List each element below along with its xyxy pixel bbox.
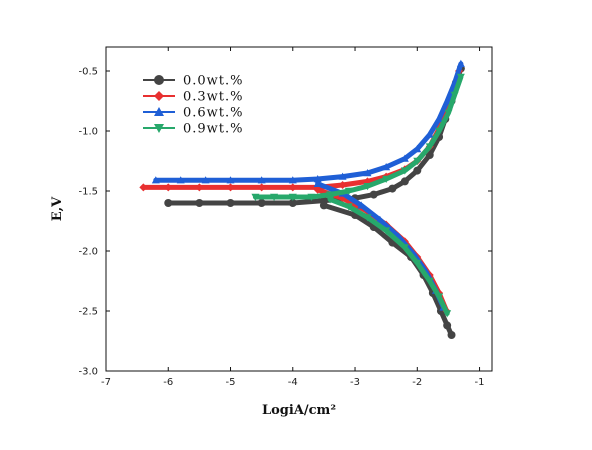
data-point [357,201,366,209]
data-point [375,215,384,223]
data-point [288,199,297,207]
x-tick-label: -2 [412,377,422,388]
legend-marker [154,75,164,85]
plot-frame [105,46,493,372]
data-point [450,91,459,99]
data-point [226,176,235,184]
data-point [456,73,465,81]
data-point [176,176,185,184]
x-tick-label: -4 [288,377,298,388]
data-point [363,169,372,177]
data-point [425,151,434,159]
data-point [435,127,444,135]
data-point [413,259,422,267]
data-point [338,172,347,180]
data-point [307,193,316,201]
data-point [288,193,297,201]
data-point [413,157,422,165]
y-tick-label: -1.5 [78,187,98,198]
legend-label: 0.9wt.% [183,122,244,137]
data-point [226,183,235,192]
x-tick-label: -3 [350,377,360,388]
data-point [251,193,260,201]
data-point [195,199,204,207]
legend-label: 0.3wt.% [183,90,244,105]
data-point [413,166,422,175]
data-point [288,183,297,192]
x-tick-label: -1 [475,377,485,388]
x-tick-label: -5 [226,377,236,388]
data-point [425,277,434,285]
data-point [443,97,452,105]
data-point [363,183,372,191]
data-point [270,193,279,201]
data-point [382,163,391,171]
data-point [363,214,372,222]
legend-marker [154,124,164,133]
data-point [400,244,409,252]
data-point [425,130,434,138]
data-point [338,181,347,189]
data-point [164,183,173,192]
data-point [326,196,335,204]
data-point [425,143,434,151]
data-point [444,109,453,117]
data-point [400,154,409,162]
data-point [164,199,173,207]
legend-label: 0.0wt.% [183,74,244,89]
y-tick-label: -2.0 [78,247,98,258]
data-point [319,201,328,210]
legend-label: 0.6wt.% [183,106,244,121]
legend-entry-0: 0.0wt.% [143,74,244,89]
x-axis-title: LogiA/cm² [262,403,336,418]
data-point [257,176,266,184]
y-tick-label: -2.5 [78,307,98,318]
data-point [400,167,409,175]
series-line-0-1 [321,198,454,338]
y-axis-title: E,V [50,196,65,221]
data-point [139,183,148,192]
legend-marker [154,91,164,101]
x-tick-label: -7 [101,377,111,388]
data-point [313,179,322,187]
legend-entry-3: 0.9wt.% [143,122,244,137]
data-point [151,176,160,184]
data-point [443,310,452,318]
legend-entry-2: 0.6wt.% [143,106,244,121]
y-tick-label: -3.0 [78,367,98,378]
series-3 [251,73,465,318]
data-point [313,185,322,194]
legend-marker [154,107,164,116]
data-point [201,176,210,184]
series-line-3-1 [327,192,450,316]
data-point [382,175,391,183]
data-point [326,191,335,199]
data-point [344,203,353,211]
data-point [257,199,266,207]
data-point [447,331,456,339]
x-tick-label: -6 [163,377,173,388]
data-point [388,184,397,193]
data-point [288,176,297,184]
data-point [226,199,235,207]
data-point [344,187,353,195]
data-point [456,59,465,67]
y-tick-label: -0.5 [78,67,98,78]
series-line-1-1 [315,184,450,314]
y-tick-label: -1.0 [78,127,98,138]
data-point [369,190,378,199]
data-point [443,321,452,330]
data-point [257,183,266,192]
data-point [435,293,444,301]
data-point [313,175,322,183]
legend-entry-1: 0.3wt.% [143,90,244,105]
data-point [382,227,391,235]
data-point [400,177,409,186]
data-point [435,115,444,123]
data-point [195,183,204,192]
data-point [413,145,422,153]
